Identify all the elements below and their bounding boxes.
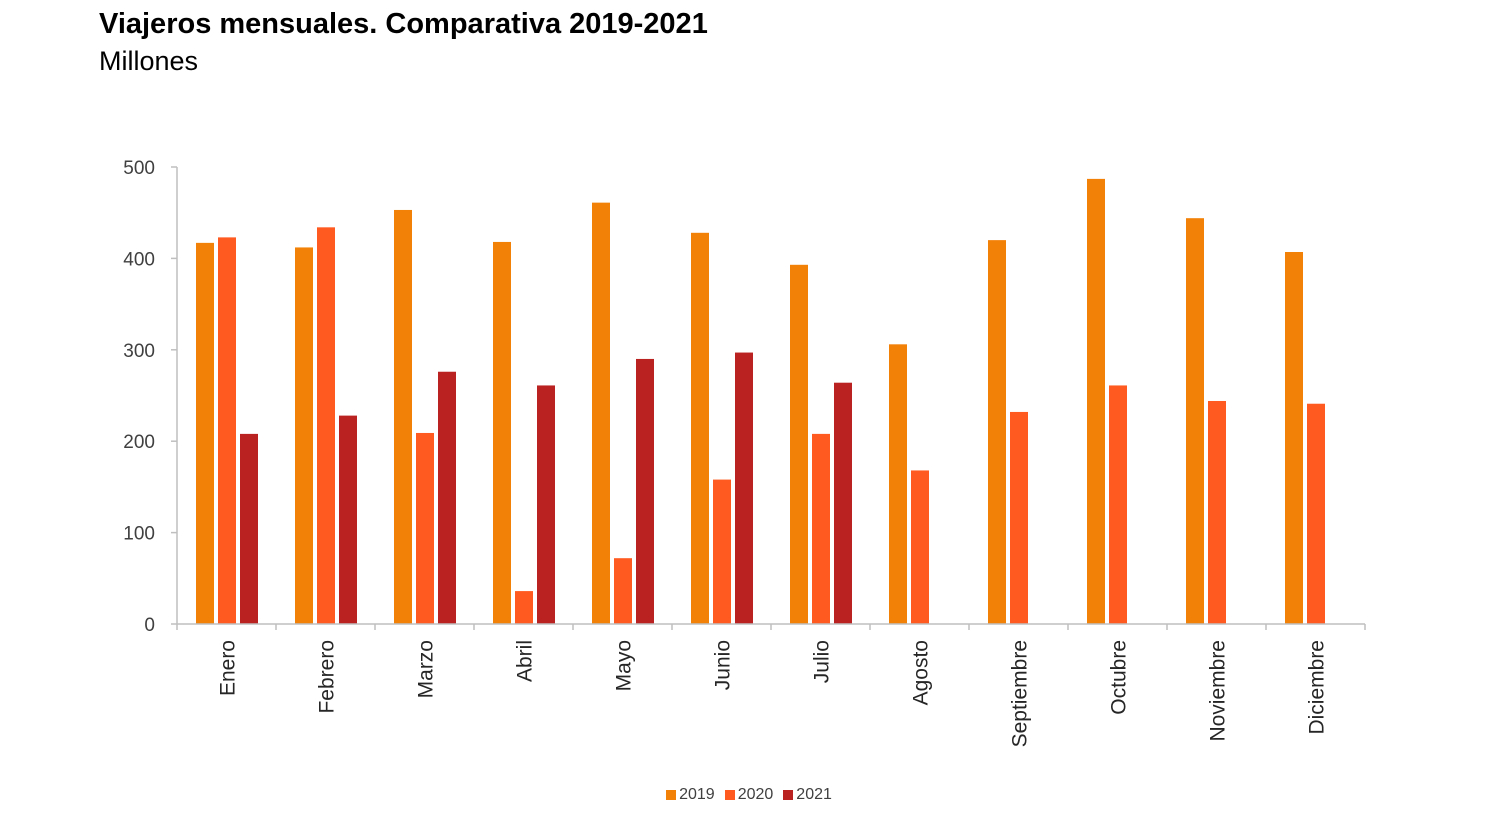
x-category-label: Diciembre xyxy=(1306,640,1329,735)
bar-2020-mayo xyxy=(614,558,632,624)
y-tick-label: 400 xyxy=(123,249,155,270)
bar-2021-marzo xyxy=(438,371,456,624)
bar-2020-agosto xyxy=(911,470,929,624)
bar-2019-marzo xyxy=(394,209,412,624)
bar-2020-diciembre xyxy=(1307,403,1325,624)
x-category-label: Julio xyxy=(811,640,834,683)
legend-swatch xyxy=(724,790,735,800)
bar-2021-febrero xyxy=(339,415,357,624)
y-tick-label: 100 xyxy=(123,524,155,545)
legend-item-2019: 2019 xyxy=(666,786,715,804)
bar-2019-abril xyxy=(493,241,511,624)
bar-2019-septiembre xyxy=(988,240,1006,624)
y-tick-label: 300 xyxy=(123,341,155,362)
bar-2019-enero xyxy=(196,242,214,624)
bar-2020-julio xyxy=(812,433,830,624)
bar-2021-abril xyxy=(537,385,555,624)
bar-2019-diciembre xyxy=(1285,252,1303,624)
bar-2020-septiembre xyxy=(1010,411,1028,624)
legend-swatch xyxy=(783,790,794,800)
x-category-label: Agosto xyxy=(910,640,933,705)
legend-item-2020: 2020 xyxy=(724,786,774,804)
x-category-label: Febrero xyxy=(316,640,339,714)
x-category-label: Septiembre xyxy=(1009,640,1032,747)
legend-label: 2021 xyxy=(796,786,832,803)
bar-2021-mayo xyxy=(636,358,654,624)
bar-2019-junio xyxy=(691,232,709,625)
legend-item-2021: 2021 xyxy=(783,786,832,804)
legend-label: 2020 xyxy=(737,786,774,803)
bar-2019-julio xyxy=(790,264,808,624)
chart-title: Viajeros mensuales. Comparativa 2019-202… xyxy=(99,8,708,40)
chart-subtitle: Millones xyxy=(99,46,199,76)
legend-label: 2019 xyxy=(679,786,715,803)
y-tick-label: 200 xyxy=(123,432,155,453)
bar-2020-abril xyxy=(515,591,533,624)
y-tick-label: 500 xyxy=(123,158,155,179)
bar-2020-marzo xyxy=(416,432,434,624)
bar-2019-agosto xyxy=(889,344,907,624)
bar-2021-enero xyxy=(240,433,258,624)
y-tick-label: 0 xyxy=(144,615,155,636)
bar-2021-junio xyxy=(735,352,753,624)
legend: 2019 2020 2021 xyxy=(0,786,1488,804)
x-category-label: Noviembre xyxy=(1207,640,1230,742)
bar-2020-junio xyxy=(713,479,731,624)
bar-2019-febrero xyxy=(295,247,313,624)
legend-items: 2019 2020 2021 xyxy=(666,786,832,804)
x-category-label: Marzo xyxy=(415,640,438,698)
bar-2019-mayo xyxy=(592,202,610,624)
bar-2019-noviembre xyxy=(1186,218,1204,624)
x-category-label: Octubre xyxy=(1108,640,1131,715)
bar-2021-julio xyxy=(834,382,852,624)
x-category-label: Junio xyxy=(712,640,735,690)
bar-2019-octubre xyxy=(1087,178,1105,624)
legend-swatch xyxy=(666,790,677,800)
bar-2020-enero xyxy=(218,237,236,625)
x-category-label: Mayo xyxy=(613,640,636,691)
x-category-label: Enero xyxy=(217,640,240,696)
bar-2020-octubre xyxy=(1109,385,1127,624)
x-category-label: Abril xyxy=(514,640,537,682)
bar-2020-noviembre xyxy=(1208,400,1226,624)
bar-2020-febrero xyxy=(317,227,335,624)
